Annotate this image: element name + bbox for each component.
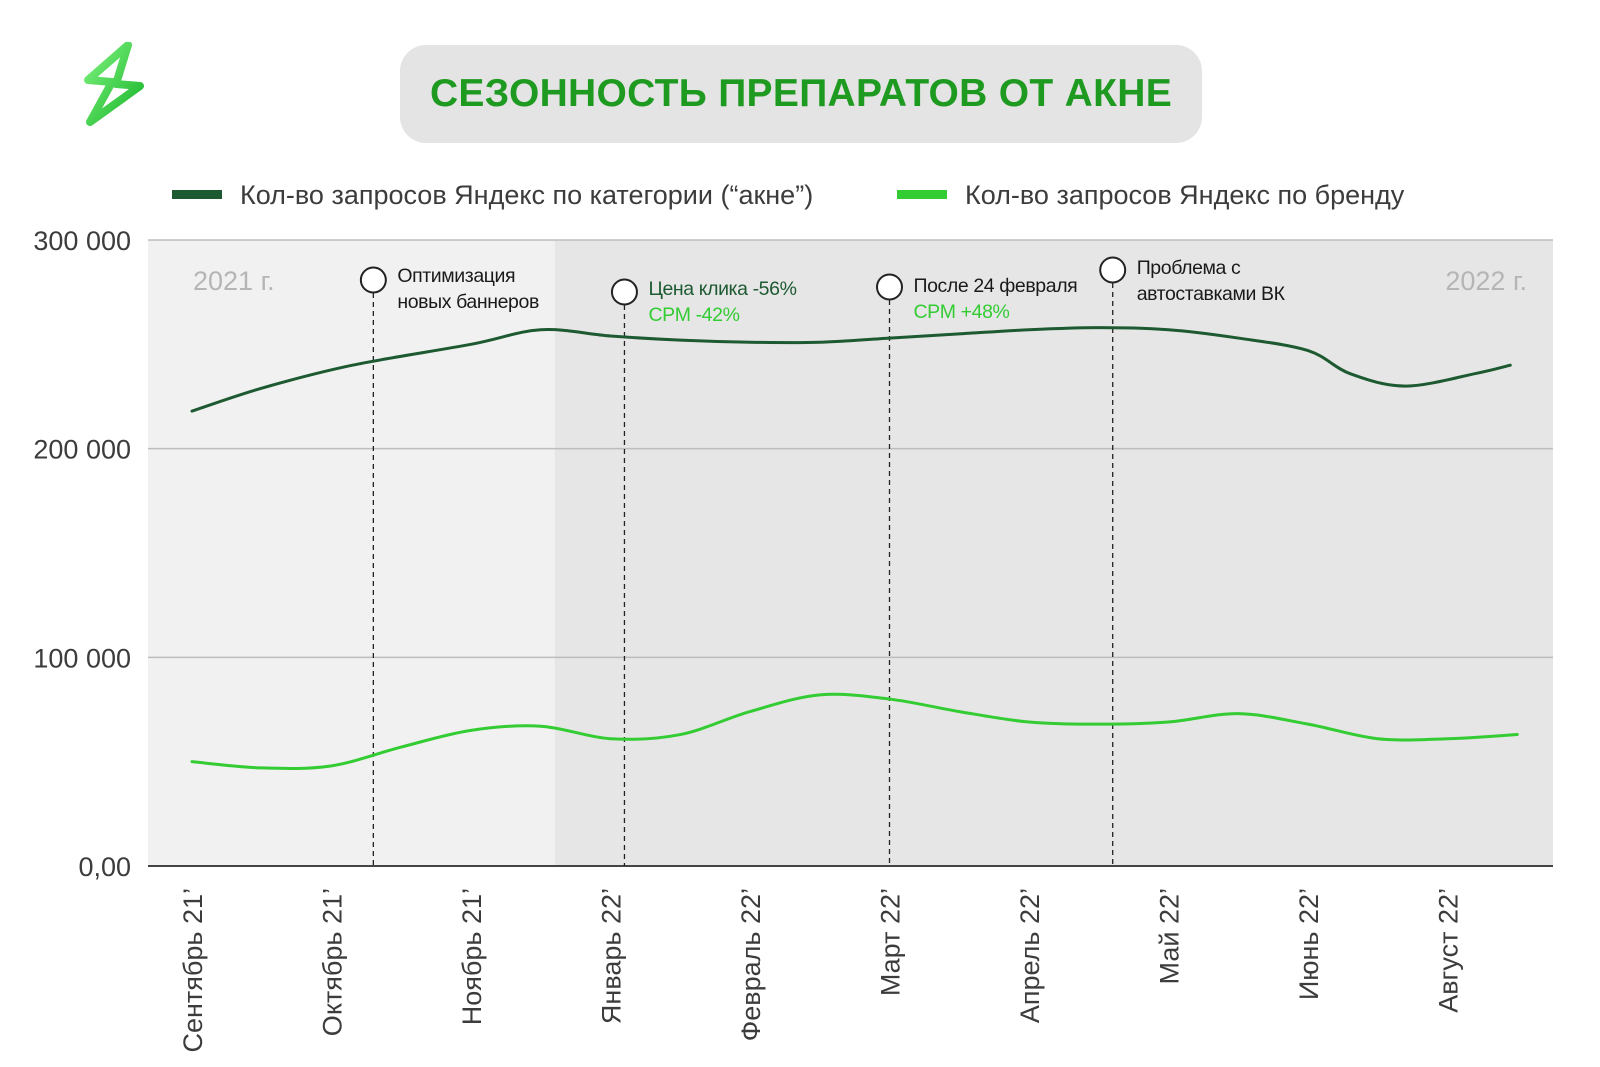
annotation-text: автоставками ВК — [1137, 283, 1286, 305]
series-line-brand — [190, 692, 1519, 770]
y-tick-label: 200 000 — [33, 435, 131, 465]
x-tick-label: Август 22’ — [1434, 888, 1464, 1013]
y-tick-label: 0,00 — [78, 852, 131, 882]
y-tick-label: 300 000 — [33, 226, 131, 256]
x-tick-label: Октябрь 21’ — [318, 888, 348, 1036]
chart-title: СЕЗОННОСТЬ ПРЕПАРАТОВ ОТ АКНЕ — [429, 72, 1173, 115]
x-tick-label: Февраль 22’ — [736, 888, 766, 1041]
legend-label: Кол-во запросов Яндекс по бренду — [965, 180, 1405, 210]
x-tick-label: Апрель 22’ — [1015, 888, 1045, 1023]
annotation-text: Цена клика -56% — [648, 278, 796, 300]
period-label: 2022 г. — [1445, 266, 1527, 296]
annotation-marker — [876, 273, 903, 301]
lightning-logo-icon — [84, 42, 144, 126]
legend-swatch — [897, 190, 947, 199]
annotation-marker — [359, 266, 387, 294]
y-tick-label: 100 000 — [33, 643, 131, 673]
x-tick-label: Январь 22’ — [597, 888, 627, 1024]
period-band — [554, 240, 1553, 866]
annotation-text: CPM -42% — [648, 304, 739, 326]
legend-swatch — [172, 190, 222, 199]
x-tick-label: Май 22’ — [1155, 888, 1185, 984]
series-line-category — [190, 326, 1512, 413]
annotation-text: Проблема с — [1137, 257, 1241, 279]
x-tick-label: Июнь 22’ — [1294, 888, 1324, 1000]
x-tick-label: Март 22’ — [876, 888, 906, 996]
period-label: 2021 г. — [193, 266, 275, 296]
title-banner: СЕЗОННОСТЬ ПРЕПАРАТОВ ОТ АКНЕ — [400, 45, 1202, 143]
annotation-text: новых баннеров — [397, 291, 539, 313]
x-tick-label: Сентябрь 21’ — [178, 888, 208, 1053]
legend-label: Кол-во запросов Яндекс по категории (“ак… — [240, 180, 813, 210]
annotation-text: CPM +48% — [914, 301, 1010, 323]
annotation-marker — [1099, 256, 1127, 284]
annotation-marker — [610, 278, 638, 306]
annotation-text: Оптимизация — [397, 265, 515, 287]
annotation-text: После 24 февраля — [914, 275, 1078, 297]
period-band — [148, 240, 555, 866]
x-tick-label: Ноябрь 21’ — [457, 888, 487, 1025]
